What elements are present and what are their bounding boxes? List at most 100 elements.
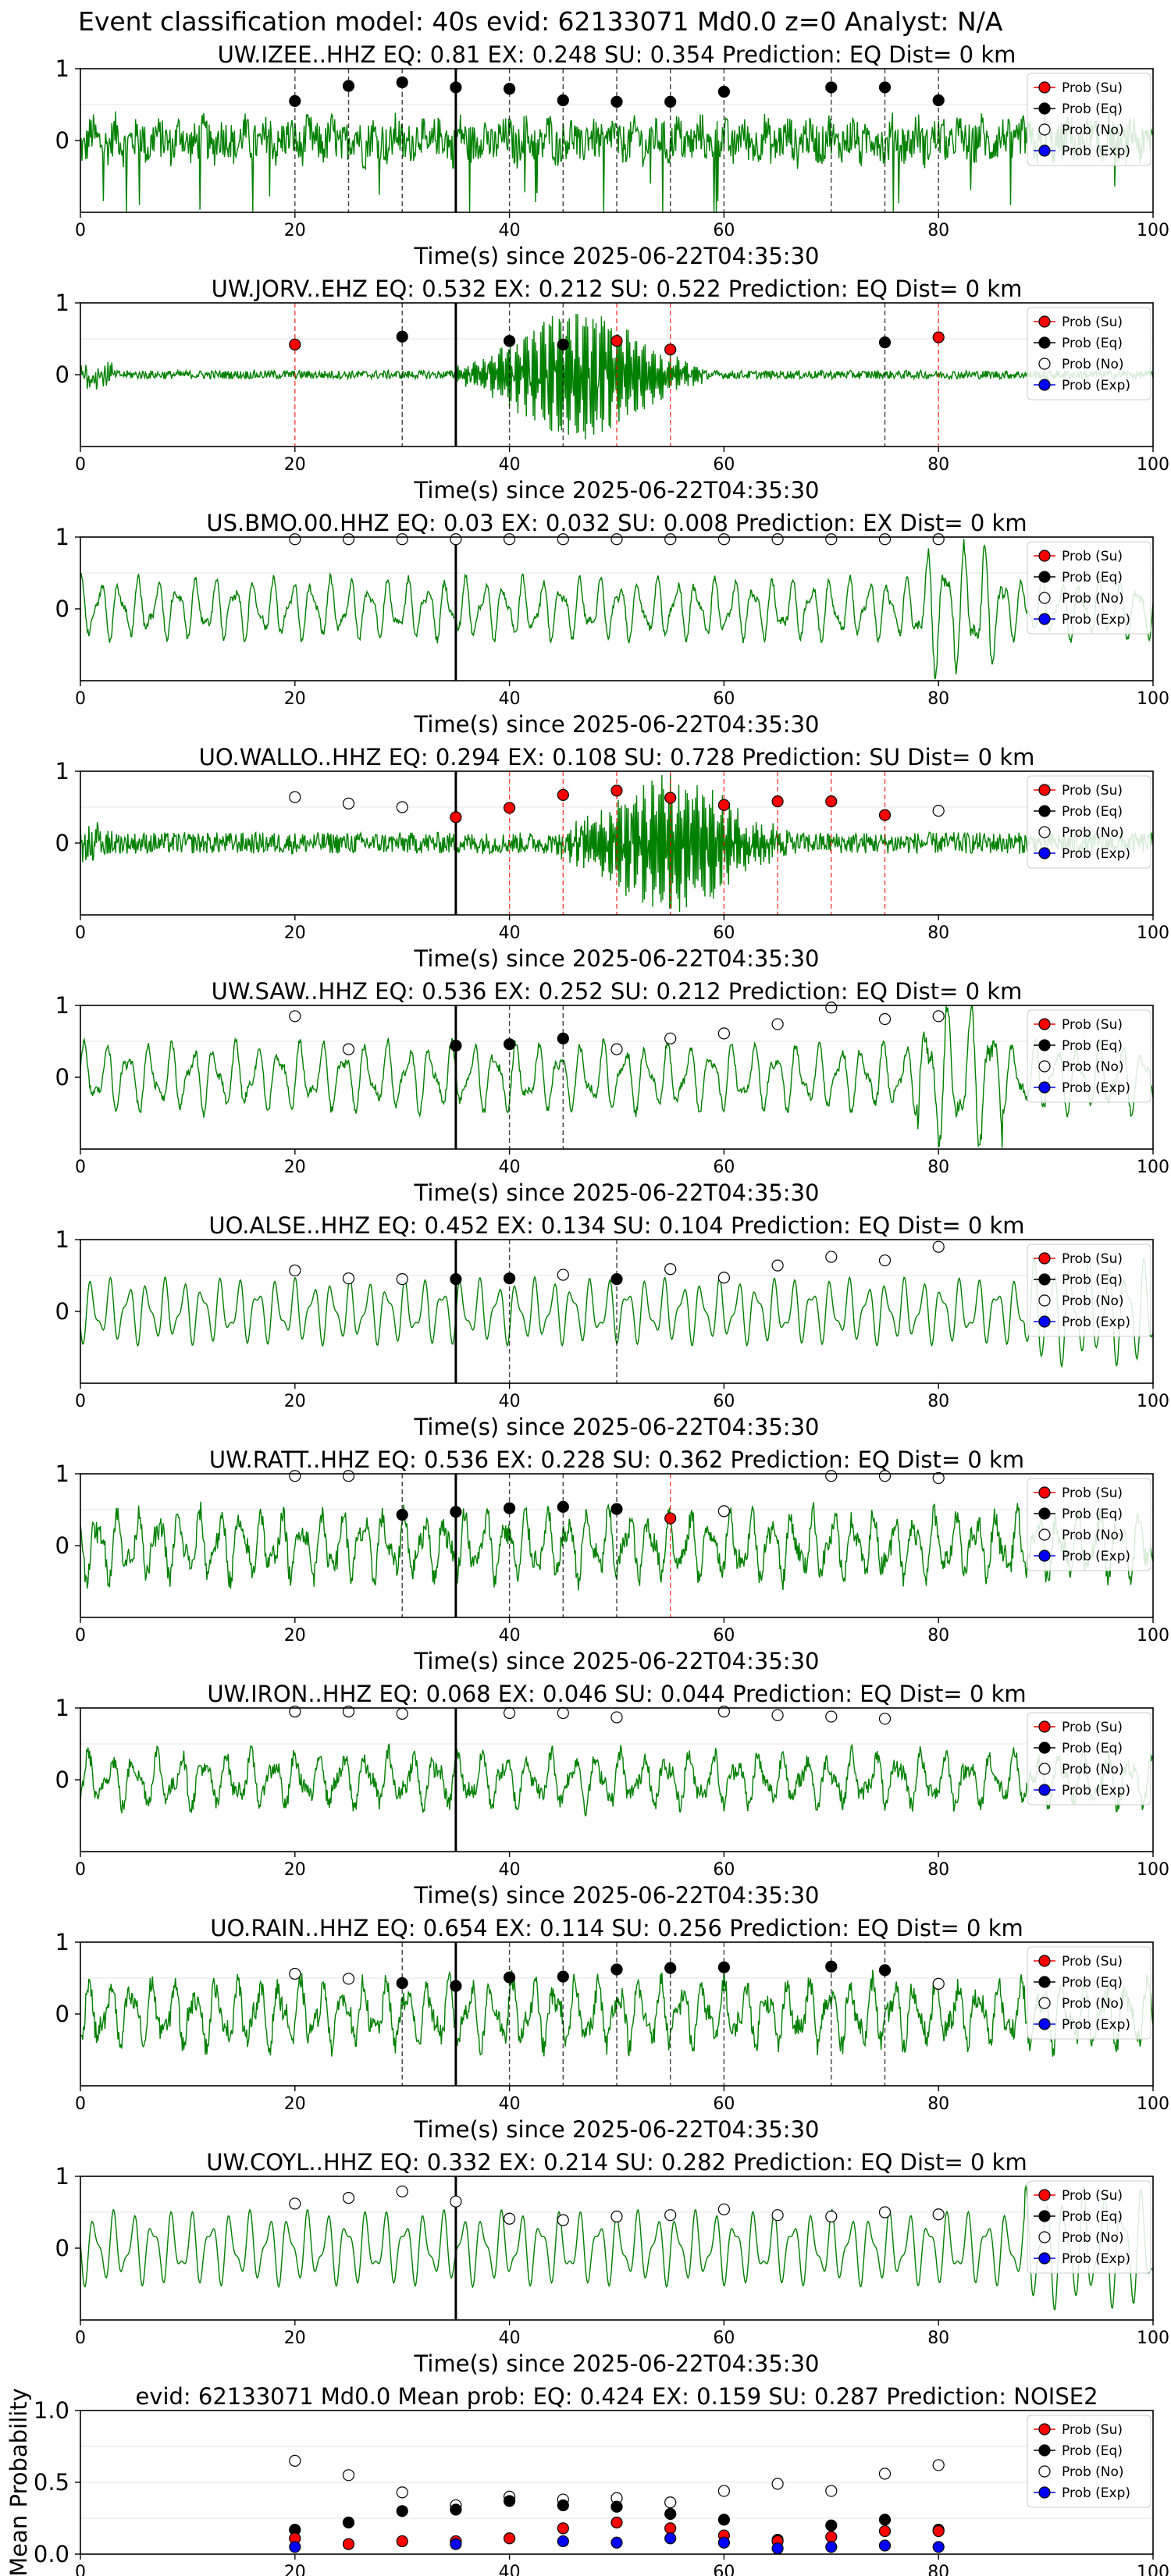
waveform-trace [80,1005,1153,1148]
legend-label: Prob (Su) [1062,2422,1123,2438]
x-tick-label: 60 [713,923,735,943]
legend-marker [1038,1315,1051,1328]
legend-marker [1038,1018,1051,1030]
legend-label: Prob (Su) [1062,2188,1123,2204]
x-axis-label: Time(s) since 2025-06-22T04:35:30 [414,711,820,738]
legend-marker [1038,315,1051,328]
prob-marker [610,95,623,108]
legend-label: Prob (No) [1062,357,1124,372]
prob-marker [825,1710,838,1723]
x-axis-label: Time(s) since 2025-06-22T04:35:30 [414,477,820,503]
x-tick-label: 20 [284,1626,306,1646]
legend: Prob (Su) Prob (Eq) Prob (No) Prob (Exp) [1027,1946,1151,2040]
chart-panel-5: 0 20 40 60 80 100 0 1 UW.SAW..HHZ EQ: 0.536 EX: … [55,978,1169,1206]
legend-box [1027,1712,1151,1806]
prob-marker [771,795,784,808]
y-tick-label: 1 [55,2163,69,2190]
x-tick-label: 0 [75,221,86,240]
prob-marker [771,1709,784,1721]
prob-marker [289,1967,301,1980]
figure-suptitle: Event classification model: 40s evid: 62… [78,6,1003,37]
prob-marker [664,1512,677,1525]
waveform-trace [80,539,1153,679]
legend-label: Prob (Eq) [1062,2443,1123,2459]
legend-marker [1038,123,1051,136]
prob-marker [610,335,623,347]
x-axis-label: Time(s) since 2025-06-22T04:35:30 [414,1414,820,1440]
x-tick-label: 40 [499,221,521,240]
prob-marker [932,1471,945,1485]
legend-box [1027,1244,1151,1337]
x-axis-label: Time(s) since 2025-06-22T04:35:30 [414,1882,820,1909]
legend-marker [1038,784,1051,796]
x-tick-label: 60 [713,1158,735,1177]
x-tick-label: 0 [75,923,86,943]
prob-marker [450,1272,462,1286]
prob-marker [450,81,462,94]
prob-marker [932,331,945,343]
x-tick-label: 100 [1137,2329,1169,2348]
x-tick-label: 40 [499,689,521,709]
mean-prob-point [771,2542,784,2555]
prob-marker [878,1713,892,1725]
prob-marker [503,1706,516,1720]
mean-prob-point [342,2516,355,2529]
legend-label: Prob (Su) [1062,315,1123,330]
prob-marker [503,1038,516,1051]
legend-label: Prob (No) [1062,1996,1124,2012]
prob-marker [878,1254,892,1267]
mean-prob-point [825,2541,838,2553]
legend-box [1027,775,1151,869]
legend-label: Prob (No) [1062,1059,1124,1075]
y-tick-label: 1 [55,1695,69,1721]
y-tick-label: 0 [55,127,69,154]
x-tick-label: 80 [927,1860,949,1880]
x-tick-label: 80 [927,2329,949,2348]
x-tick-label: 40 [499,1392,521,1411]
x-tick-label: 60 [713,2329,735,2348]
legend-label: Prob (Exp) [1062,2017,1130,2033]
legend-marker [1038,2231,1051,2243]
prob-marker [342,1272,355,1285]
x-tick-label: 20 [284,923,306,943]
panel-title: US.BMO.00.HHZ EQ: 0.03 EX: 0.032 SU: 0.0… [206,510,1027,536]
x-tick-label: 20 [284,1158,306,1177]
legend-label: Prob (No) [1062,591,1124,607]
legend-marker [1038,81,1051,94]
x-tick-label: 80 [927,455,949,475]
legend-label: Prob (No) [1062,2230,1124,2246]
x-tick-label: 80 [927,689,949,709]
mean-prob-point [825,2485,838,2497]
prob-marker [450,1039,462,1052]
mean-prob-point [825,2531,838,2543]
prob-marker [610,2210,623,2223]
legend: Prob (Su) Prob (Eq) Prob (No) Prob (Exp) [1027,1244,1151,1337]
mean-prob-point [932,2541,945,2553]
legend-label: Prob (Eq) [1062,570,1123,585]
legend-box [1027,1946,1151,2040]
y-tick-label: 0.5 [34,2469,69,2496]
prob-marker [557,1032,569,1044]
x-tick-label: 0 [75,455,86,475]
legend-box [1027,1478,1151,1571]
y-tick-label: 1 [55,992,69,1019]
y-tick-label: 0 [55,1298,69,1325]
x-tick-label: 100 [1137,2094,1169,2114]
prob-marker [932,2208,945,2221]
prob-marker [717,1027,731,1040]
panel-title: UW.RATT..HHZ EQ: 0.536 EX: 0.228 SU: 0.3… [209,1446,1024,1473]
prob-marker [610,1043,623,1055]
legend-marker [1038,2018,1051,2030]
legend-label: Prob (No) [1062,123,1124,138]
x-tick-label: 100 [1137,1392,1169,1411]
prob-marker [396,801,408,813]
x-tick-label: 80 [927,2094,949,2114]
prob-marker [717,1272,731,1284]
prob-marker [878,809,892,821]
prob-marker [289,791,301,803]
x-tick-label: 80 [927,923,949,943]
y-tick-label: 1.0 [34,2397,69,2424]
mean-prob-point [610,2536,623,2549]
x-tick-label: 60 [713,1626,735,1646]
